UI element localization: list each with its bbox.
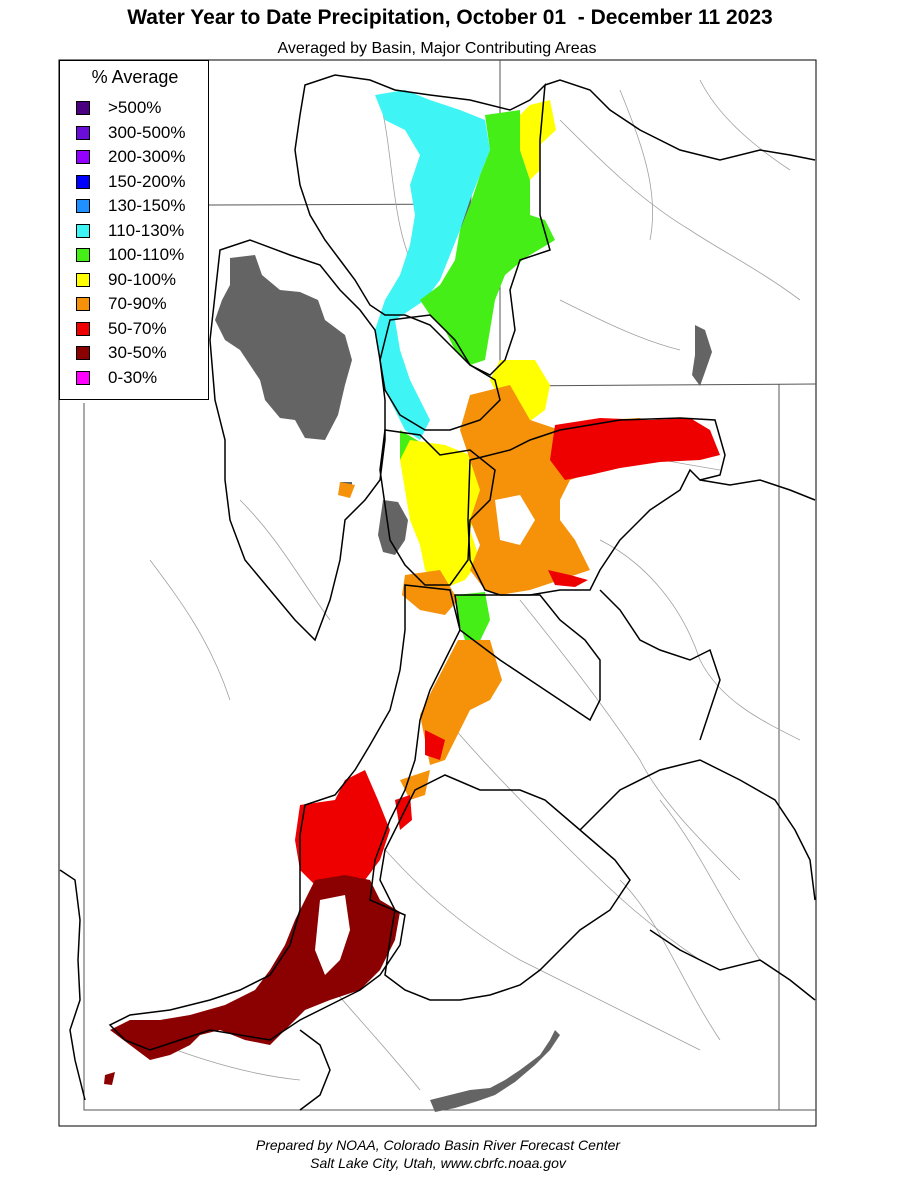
legend-label: 0-30% [108, 367, 158, 387]
southern-basin [59, 869, 86, 1101]
no-data-areas [315, 495, 535, 975]
legend-item: >500% [76, 98, 161, 118]
zone-100-110 [420, 110, 555, 365]
legend-label: 50-70% [108, 318, 167, 338]
lake-powell [430, 1030, 560, 1112]
zone-100-110 [455, 592, 490, 645]
legend-item: 110-130% [76, 221, 184, 241]
great-salt-lake [215, 255, 352, 440]
flaming-gorge [692, 325, 712, 386]
zone-50-70 [548, 570, 588, 587]
footer-location: Salt Lake City, Utah, www.cbrfc.noaa.gov [310, 1155, 566, 1171]
legend-swatch [76, 101, 90, 115]
legend-label: 90-100% [108, 269, 177, 289]
san-juan-basin [649, 929, 816, 1001]
legend-label: 30-50% [108, 343, 167, 362]
legend-item: 100-110% [76, 245, 184, 265]
legend-swatch [76, 272, 90, 287]
sevier-basin [108, 584, 461, 1051]
zone-70-90 [400, 770, 430, 800]
zone-70-90 [460, 385, 660, 595]
zone-90-100 [520, 100, 556, 180]
legend-item: 200-300% [76, 147, 186, 167]
zone-70-90 [420, 640, 502, 765]
legend-item: 30-50% [76, 343, 167, 363]
duchesne-basin [467, 417, 726, 596]
zone-50-70 [425, 730, 445, 760]
legend-label: 130-150% [108, 196, 186, 215]
zone-70-90 [338, 482, 355, 498]
virgin-basin [299, 1029, 331, 1111]
price-basin [454, 594, 601, 722]
legend-swatch [76, 199, 90, 213]
white-basin [699, 479, 816, 501]
legend-swatch [76, 248, 90, 262]
weber-basin [379, 314, 501, 431]
legend-item: 50-70% [76, 319, 167, 339]
legend-swatch [76, 223, 90, 238]
legend: % Average >500% 300-500% 200-300% 150-200% 1… [59, 60, 209, 400]
legend-title: % Average [91, 67, 179, 87]
northern-area [544, 79, 816, 161]
legend-item: 150-200% [76, 172, 186, 192]
great-basin-west [209, 239, 386, 642]
zone-50-70 [550, 418, 720, 480]
legend-label: 70-90% [108, 294, 167, 313]
green-river-east [599, 589, 721, 741]
bear-river-basin [294, 74, 551, 376]
zone-90-100 [400, 440, 490, 590]
legend-label: 300-500% [108, 122, 186, 142]
legend-item: 70-90% [76, 294, 167, 314]
legend-swatch [76, 370, 90, 385]
legend-item: 130-150% [76, 196, 186, 216]
zone-70-90 [402, 570, 458, 615]
zone-110-130 [375, 90, 490, 440]
legend-swatch [76, 297, 90, 311]
zone-30-50 [104, 1072, 115, 1085]
legend-swatch [76, 125, 90, 140]
legend-label: 110-130% [108, 220, 185, 240]
legend-swatch [76, 321, 90, 336]
legend-label: 150-200% [108, 171, 186, 191]
legend-item: 90-100% [76, 270, 176, 290]
escalante-basin [579, 759, 816, 901]
zone-30-50 [110, 875, 400, 1060]
lower-colorado-area [379, 774, 631, 1001]
legend-label: 100-110% [108, 245, 185, 264]
legend-label: >500% [108, 98, 162, 117]
map-frame [58, 59, 817, 1127]
legend-label: 200-300% [108, 147, 186, 166]
basin-outlines [59, 74, 816, 1111]
legend-item: 300-500% [76, 123, 186, 143]
provo-jordan-basin [379, 429, 496, 586]
legend-swatch [76, 150, 90, 164]
legend-swatch [76, 346, 90, 360]
utah-lake [378, 500, 408, 555]
map-subtitle: Averaged by Basin, Major Contributing Ar… [277, 40, 597, 57]
map-title: Water Year to Date Precipitation, Octobe… [127, 6, 773, 29]
legend-item: 0-30% [76, 368, 157, 388]
legend-swatch [76, 174, 90, 189]
zone-50-70 [295, 770, 390, 890]
footer-credit: Prepared by NOAA, Colorado Basin River F… [255, 1137, 621, 1153]
